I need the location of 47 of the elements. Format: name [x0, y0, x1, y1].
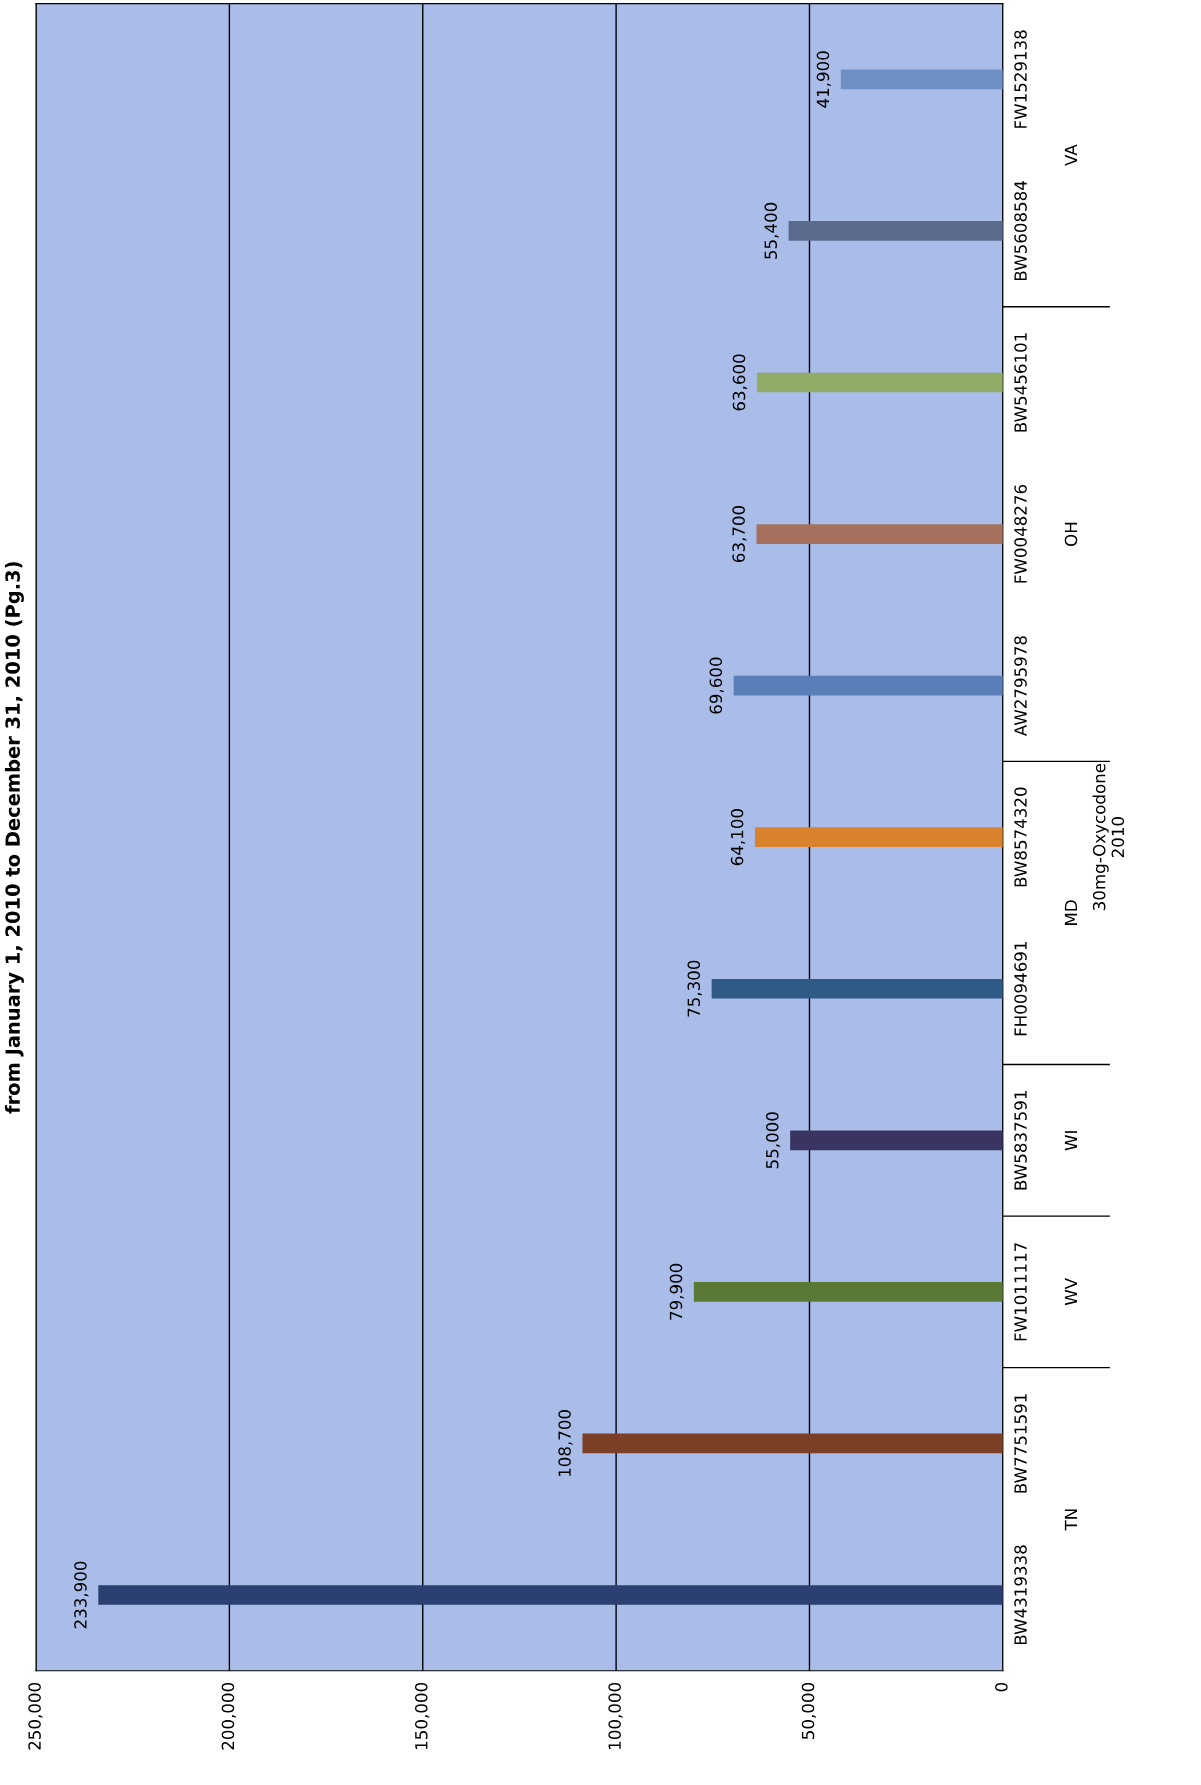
- text: VA: [1064, 144, 1078, 166]
- x-tick-label: 50,000: [801, 1682, 817, 1739]
- y-tick-label: FW1529138: [1014, 30, 1027, 128]
- text: TN: [1064, 1509, 1078, 1531]
- bar: [693, 1282, 1003, 1302]
- x-tick-label: 100,000: [608, 1682, 623, 1749]
- data-label: 108,700: [558, 1410, 573, 1477]
- bar: [840, 69, 1003, 90]
- x-tick-label: 0: [995, 1682, 1008, 1692]
- bar: [790, 1130, 1003, 1151]
- data-label: 233,900: [74, 1561, 89, 1629]
- y-tick-label: FW0048276: [1014, 484, 1027, 583]
- text: OH: [1064, 522, 1078, 546]
- y-tick-label: FW1011117: [1014, 1243, 1027, 1341]
- bar: [756, 372, 1003, 393]
- bar: [582, 1433, 1003, 1454]
- y-axis-title: 30mg-Oxycodone 2010: [1092, 763, 1125, 911]
- y-tick-label: BW8574320: [1014, 787, 1027, 887]
- bar: [788, 221, 1003, 241]
- data-label: 63,700: [732, 505, 747, 563]
- data-label: 55,000: [765, 1112, 781, 1169]
- y-tick-label: BW5837591: [1014, 1091, 1027, 1190]
- y-tick-label: FH0094691: [1014, 942, 1027, 1036]
- bar: [754, 827, 1003, 848]
- x-tick-label: 150,000: [414, 1682, 430, 1749]
- text: MD: [1064, 900, 1078, 925]
- y-tick-label: BW4319338: [1014, 1545, 1027, 1645]
- y-tick-label: BW5456101: [1014, 333, 1027, 432]
- data-label: 55,400: [764, 202, 779, 259]
- text: WI: [1064, 1131, 1078, 1151]
- y-tick-label: AW2795978: [1014, 636, 1027, 737]
- bar: [98, 1585, 1003, 1605]
- x-tick-label: 250,000: [28, 1682, 43, 1750]
- data-label: 41,900: [816, 51, 831, 108]
- bar: [756, 524, 1003, 544]
- text: WV: [1064, 1278, 1078, 1306]
- data-label: 63,600: [732, 354, 748, 411]
- data-label: 79,900: [669, 1263, 684, 1320]
- data-label: 64,100: [730, 809, 746, 866]
- data-label: 75,300: [687, 960, 702, 1017]
- text: from January 1, 2010 to December 31, 2010 (Pg.3): [4, 562, 24, 1114]
- bar: [733, 675, 1003, 696]
- bar: [711, 978, 1003, 999]
- x-tick-label: 200,000: [221, 1682, 236, 1750]
- y-tick-label: BW7751591: [1014, 1394, 1027, 1493]
- data-label: 69,600: [709, 657, 724, 714]
- y-tick-label: BW5608584: [1014, 181, 1027, 281]
